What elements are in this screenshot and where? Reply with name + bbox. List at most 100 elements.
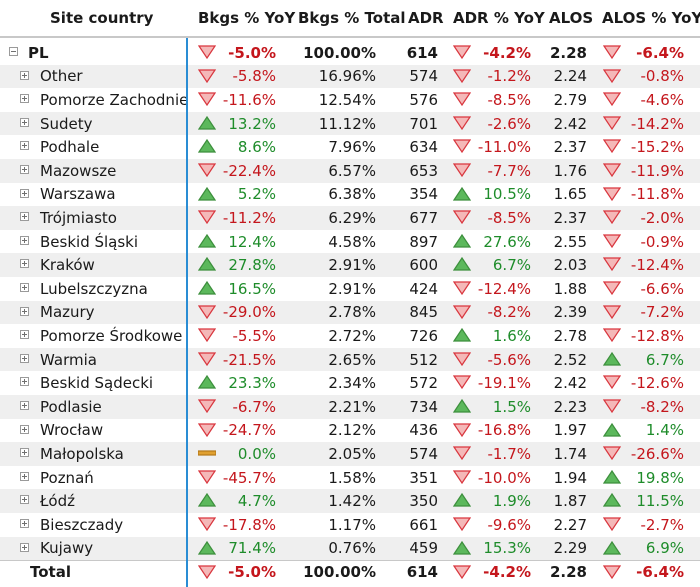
trend-down-icon: [453, 304, 471, 319]
table-row-parent[interactable]: PL -5.0% 100.00% 614 -4.2% 2.28 -6.4%: [0, 41, 700, 65]
table-row[interactable]: Bieszczady -17.8% 1.17% 661 -9.6% 2.27 -2.7%: [0, 513, 700, 537]
alos-value: 2.42: [553, 114, 587, 133]
col-header-alos[interactable]: ALOS: [549, 9, 594, 27]
expand-icon[interactable]: [20, 495, 29, 505]
row-header-divider: [186, 38, 188, 587]
trend-down-icon: [603, 186, 621, 201]
table-row[interactable]: Pomorze Zachodnie -11.6% 12.54% 576 -8.5% 2.7…: [0, 88, 700, 112]
trend-down-icon: [603, 281, 621, 296]
table-row[interactable]: Warszawa 5.2% 6.38% 354 10.5% 1.65 -11.8%: [0, 183, 700, 207]
trend-down-icon: [603, 328, 621, 343]
table-row[interactable]: Other -5.8% 16.96% 574 -1.2% 2.24 -0.8%: [0, 64, 700, 89]
table-row[interactable]: Pomorze Środkowe -5.5% 2.72% 726 1.6% 2.78 -12…: [0, 324, 700, 348]
expand-icon[interactable]: [20, 283, 29, 292]
row-label: Wrocław: [40, 421, 104, 440]
table-row[interactable]: Łódź 4.7% 1.42% 350 1.9% 1.87 11.5%: [0, 489, 700, 513]
row-label: Sudety: [40, 114, 93, 133]
adr-value: 436: [409, 421, 438, 440]
table-row[interactable]: Poznań -45.7% 1.58% 351 -10.0% 1.94 19.8%: [0, 466, 700, 490]
table-row[interactable]: Kraków 27.8% 2.91% 600 6.7% 2.03 -12.4%: [0, 253, 700, 277]
trend-down-icon: [453, 352, 471, 366]
col-header-bkgs-yoy[interactable]: Bkgs % YoY: [198, 9, 296, 27]
adr-yoy-value: -7.7%: [487, 161, 531, 180]
bkgs-yoy-value: 23.3%: [228, 374, 276, 393]
bkgs-yoy-value: -45.7%: [222, 468, 276, 487]
column-header-row: Site country Bkgs % YoY Bkgs % Total ADR…: [0, 0, 700, 38]
trend-up-icon: [603, 493, 621, 507]
bkgs-total-value: 2.91%: [328, 279, 376, 298]
alos-yoy-value: -6.6%: [640, 279, 684, 298]
expand-icon[interactable]: [20, 94, 29, 104]
bkgs-yoy-value: 13.2%: [228, 114, 276, 133]
collapse-icon[interactable]: [9, 47, 18, 56]
alos-value: 1.65: [553, 185, 587, 204]
col-header-alos-yoy[interactable]: ALOS % YoY: [602, 9, 700, 27]
trend-down-icon: [603, 139, 621, 154]
alos-value: 1.74: [553, 444, 587, 463]
expand-icon[interactable]: [20, 235, 29, 245]
expand-icon[interactable]: [20, 117, 29, 127]
col-header-site-country[interactable]: Site country: [50, 9, 154, 27]
row-label: Lubelszczyzna: [40, 279, 148, 298]
table-row[interactable]: Mazowsze -22.4% 6.57% 653 -7.7% 1.76 -11.9%: [0, 159, 700, 183]
table-row[interactable]: Mazury -29.0% 2.78% 845 -8.2% 2.39 -7.2%: [0, 300, 700, 325]
trend-down-icon: [603, 399, 621, 414]
expand-icon[interactable]: [20, 424, 29, 434]
adr-value: 897: [409, 232, 438, 251]
bkgs-total-value: 0.76%: [328, 539, 376, 558]
expand-icon[interactable]: [20, 542, 29, 552]
table-row-total[interactable]: Total -5.0% 100.00% 614 -4.2% 2.28 -6.4%: [0, 560, 700, 584]
table-row[interactable]: Podhale 8.6% 7.96% 634 -11.0% 2.37 -15.2%: [0, 135, 700, 159]
table-row[interactable]: Trójmiasto -11.2% 6.29% 677 -8.5% 2.37 -2.0%: [0, 206, 700, 230]
col-header-adr-yoy[interactable]: ADR % YoY: [453, 9, 545, 27]
expand-icon[interactable]: [20, 471, 29, 481]
trend-down-icon: [453, 375, 471, 390]
row-label: Mazury: [40, 303, 95, 322]
bkgs-yoy-value: 4.7%: [237, 492, 276, 511]
table-row[interactable]: Beskid Śląski 12.4% 4.58% 897 27.6% 2.55 -0.9%: [0, 230, 700, 254]
expand-icon[interactable]: [20, 212, 29, 222]
table-row[interactable]: Wrocław -24.7% 2.12% 436 -16.8% 1.97 1.4%: [0, 419, 700, 443]
expand-icon[interactable]: [20, 188, 29, 198]
expand-icon[interactable]: [20, 519, 29, 528]
bkgs-total-value: 2.91%: [328, 256, 376, 275]
expand-icon[interactable]: [20, 141, 29, 151]
expand-icon[interactable]: [20, 330, 29, 340]
alos-value: 2.55: [553, 232, 587, 251]
expand-icon[interactable]: [20, 353, 29, 363]
expand-icon[interactable]: [20, 448, 29, 458]
alos-value: 2.79: [553, 90, 587, 109]
trend-down-icon: [603, 234, 621, 248]
col-header-adr[interactable]: ADR: [408, 9, 444, 27]
alos-yoy-value: 19.8%: [636, 468, 684, 487]
col-header-bkgs-total[interactable]: Bkgs % Total: [298, 9, 406, 27]
adr-value: 677: [409, 208, 438, 227]
trend-up-icon: [198, 233, 216, 248]
table-row[interactable]: Małopolska 0.0% 2.05% 574 -1.7% 1.74 -26.6%: [0, 442, 700, 466]
bkgs-total-value: 6.29%: [328, 208, 376, 227]
expand-icon[interactable]: [20, 401, 29, 410]
table-row[interactable]: Podlasie -6.7% 2.21% 734 1.5% 2.23 -8.2%: [0, 395, 700, 419]
alos-value: 2.28: [549, 563, 587, 582]
row-label: Total: [30, 563, 71, 582]
alos-yoy-value: -6.4%: [636, 563, 684, 582]
expand-icon[interactable]: [20, 259, 29, 269]
table-row[interactable]: Lubelszczyzna 16.5% 2.91% 424 -12.4% 1.88 -6.6…: [0, 277, 700, 301]
adr-value: 734: [409, 397, 438, 416]
alos-value: 1.87: [553, 492, 587, 511]
bkgs-total-value: 6.38%: [328, 185, 376, 204]
bkgs-yoy-value: 0.0%: [237, 444, 276, 463]
table-row[interactable]: Beskid Sądecki 23.3% 2.34% 572 -19.1% 2.42 -12…: [0, 371, 700, 395]
expand-icon[interactable]: [20, 377, 29, 387]
adr-value: 354: [409, 185, 438, 204]
table-row[interactable]: Warmia -21.5% 2.65% 512 -5.6% 2.52 6.7%: [0, 347, 700, 372]
bkgs-yoy-value: -5.8%: [232, 67, 276, 86]
expand-icon[interactable]: [20, 165, 29, 174]
expand-icon[interactable]: [20, 306, 29, 316]
row-label: Podhale: [40, 138, 100, 157]
expand-icon[interactable]: [20, 70, 29, 80]
table-row[interactable]: Sudety 13.2% 11.12% 701 -2.6% 2.42 -14.2%: [0, 111, 700, 136]
adr-value: 614: [406, 563, 438, 582]
table-row[interactable]: Kujawy 71.4% 0.76% 459 15.3% 2.29 6.9%: [0, 536, 700, 561]
bkgs-total-value: 6.57%: [328, 161, 376, 180]
